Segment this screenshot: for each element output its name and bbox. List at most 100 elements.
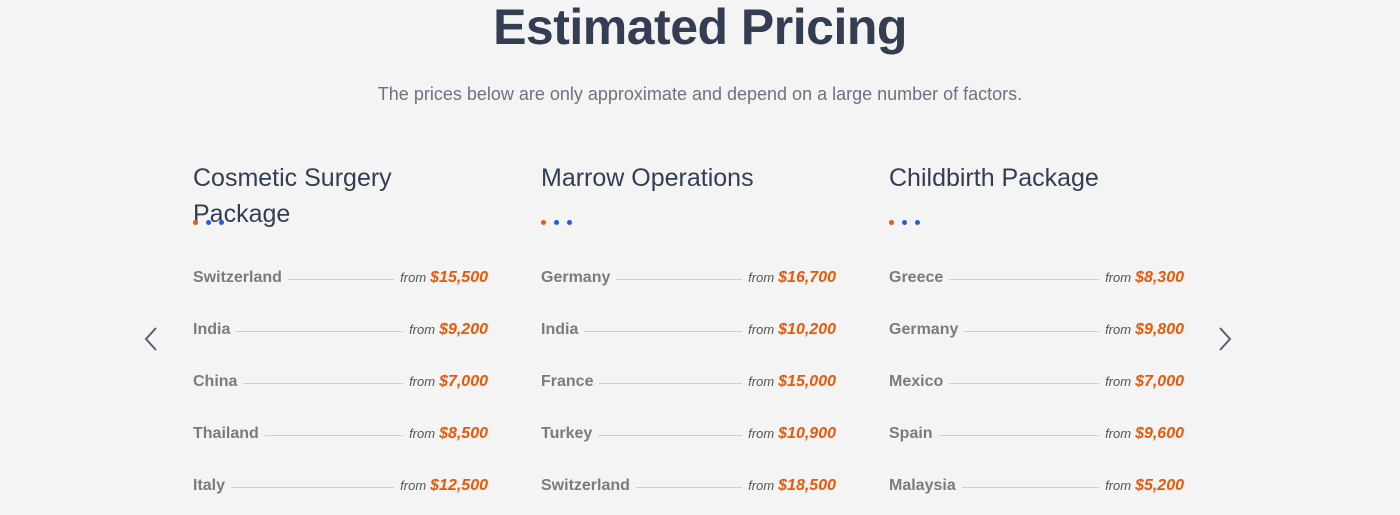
price-prefix: from [748, 270, 775, 285]
section-title: Estimated Pricing [493, 0, 907, 55]
leader-line [616, 279, 743, 280]
country: India [541, 321, 579, 338]
leader-line [949, 383, 1100, 384]
price-prefix: from [409, 426, 436, 441]
dots [541, 218, 836, 228]
price-list: Germany from $16,700 India from $10,200 France… [541, 252, 836, 512]
country: Greece [889, 269, 944, 286]
leader-line [598, 435, 743, 436]
section-subtitle: The prices below are only approximate an… [377, 84, 1023, 104]
price-list: Greece from $8,300 Germany from $9,800 Mexico f… [889, 252, 1184, 512]
price: $9,800 [1135, 321, 1184, 338]
price: $7,000 [439, 373, 488, 390]
leader-line [243, 383, 404, 384]
next-arrow[interactable] [1216, 325, 1234, 353]
price-row: India from $10,200 [541, 304, 836, 356]
price-prefix: from [1105, 426, 1132, 441]
price: $7,000 [1135, 373, 1184, 390]
prev-arrow[interactable] [143, 325, 161, 353]
price-row: Switzerland from $18,500 [541, 460, 836, 512]
country: France [541, 373, 594, 390]
price: $9,600 [1135, 425, 1184, 442]
country: Mexico [889, 373, 944, 390]
price: $16,700 [778, 269, 836, 286]
dot [567, 220, 572, 225]
price: $10,900 [778, 425, 836, 442]
price: $15,500 [430, 269, 488, 286]
country: Spain [889, 425, 933, 442]
price-row: India from $9,200 [193, 304, 488, 356]
leader-line [264, 435, 404, 436]
country: Turkey [541, 425, 593, 442]
price-prefix: from [400, 478, 427, 493]
country: Malaysia [889, 477, 956, 494]
price-row: France from $15,000 [541, 356, 836, 408]
dot [193, 220, 198, 225]
price: $8,300 [1135, 269, 1184, 286]
package-column: Cosmetic Surgery Package Switzerland from $… [193, 160, 488, 512]
country: Thailand [193, 425, 259, 442]
price: $18,500 [778, 477, 836, 494]
country: Switzerland [541, 477, 630, 494]
price-prefix: from [1105, 374, 1132, 389]
price-row: Italy from $12,500 [193, 460, 488, 512]
dot [541, 220, 546, 225]
leader-line [964, 331, 1100, 332]
price-prefix: from [748, 374, 775, 389]
price-row: Germany from $9,800 [889, 304, 1184, 356]
leader-line [961, 487, 1100, 488]
price-prefix: from [400, 270, 427, 285]
price-row: Turkey from $10,900 [541, 408, 836, 460]
country: Germany [889, 321, 959, 338]
dots [889, 218, 1184, 228]
dot [554, 220, 559, 225]
package-title: Childbirth Package [889, 164, 1099, 192]
dot [219, 220, 224, 225]
price-prefix: from [748, 478, 775, 493]
dot [915, 220, 920, 225]
price-prefix: from [409, 374, 436, 389]
package-column: Childbirth Package Greece from $8,300 German… [889, 160, 1184, 512]
dots [193, 218, 488, 228]
leader-line [949, 279, 1100, 280]
country: India [193, 321, 231, 338]
leader-line [231, 487, 395, 488]
price-row: Greece from $8,300 [889, 252, 1184, 304]
dot [889, 220, 894, 225]
price: $9,200 [439, 321, 488, 338]
price-prefix: from [748, 426, 775, 441]
price-list: Switzerland from $15,500 India from $9,200 Chi… [193, 252, 488, 512]
leader-line [635, 487, 743, 488]
price-row: Switzerland from $15,500 [193, 252, 488, 304]
price: $12,500 [430, 477, 488, 494]
price-row: Mexico from $7,000 [889, 356, 1184, 408]
leader-line [236, 331, 404, 332]
country: Italy [193, 477, 226, 494]
price: $10,200 [778, 321, 836, 338]
price-row: Malaysia from $5,200 [889, 460, 1184, 512]
dot [206, 220, 211, 225]
leader-line [599, 383, 743, 384]
price: $15,000 [778, 373, 836, 390]
price: $5,200 [1135, 477, 1184, 494]
price-row: Germany from $16,700 [541, 252, 836, 304]
leader-line [584, 331, 743, 332]
price-row: Spain from $9,600 [889, 408, 1184, 460]
country: Switzerland [193, 269, 282, 286]
price-prefix: from [1105, 270, 1132, 285]
price: $8,500 [439, 425, 488, 442]
country: Germany [541, 269, 611, 286]
leader-line [938, 435, 1100, 436]
price-row: Thailand from $8,500 [193, 408, 488, 460]
price-prefix: from [748, 322, 775, 337]
package-title: Marrow Operations [541, 164, 754, 192]
leader-line [287, 279, 395, 280]
package-title: Cosmetic Surgery Package [193, 164, 392, 228]
price-prefix: from [1105, 322, 1132, 337]
package-column: Marrow Operations Germany from $16,700 India… [541, 160, 836, 512]
price-prefix: from [1105, 478, 1132, 493]
price-row: China from $7,000 [193, 356, 488, 408]
dot [902, 220, 907, 225]
country: China [193, 373, 238, 390]
